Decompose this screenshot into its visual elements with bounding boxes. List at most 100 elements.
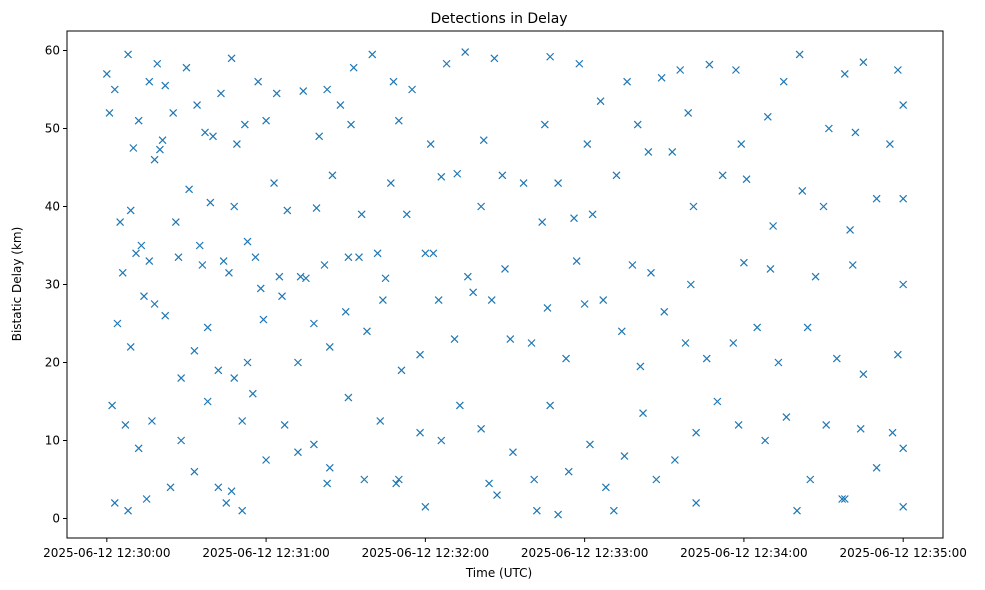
data-point bbox=[793, 506, 801, 515]
data-point bbox=[742, 175, 751, 184]
y-tick-label: 30 bbox=[45, 278, 60, 292]
data-point bbox=[389, 77, 398, 86]
data-point bbox=[140, 292, 148, 301]
data-point bbox=[195, 241, 204, 250]
data-point bbox=[461, 48, 470, 56]
data-point bbox=[134, 444, 143, 453]
data-point bbox=[437, 436, 446, 445]
data-point bbox=[899, 280, 908, 289]
data-point bbox=[126, 206, 135, 215]
data-point bbox=[583, 140, 592, 149]
data-point bbox=[570, 214, 578, 223]
data-point bbox=[498, 171, 507, 180]
data-point bbox=[238, 417, 247, 425]
data-point bbox=[453, 169, 462, 178]
data-point bbox=[599, 296, 608, 305]
data-point bbox=[657, 73, 666, 82]
data-point bbox=[612, 171, 621, 180]
data-point bbox=[105, 108, 114, 117]
data-point bbox=[455, 401, 464, 410]
data-point bbox=[394, 116, 403, 125]
data-point bbox=[299, 87, 308, 95]
data-point bbox=[554, 179, 563, 188]
data-point bbox=[227, 487, 236, 496]
data-point bbox=[134, 116, 143, 125]
data-point bbox=[376, 417, 385, 425]
data-point bbox=[230, 374, 239, 383]
data-point bbox=[490, 54, 499, 63]
data-point bbox=[301, 274, 310, 283]
data-point bbox=[893, 66, 902, 74]
data-point bbox=[240, 120, 249, 129]
data-point bbox=[705, 60, 714, 69]
data-point bbox=[161, 311, 170, 320]
data-point bbox=[442, 59, 451, 68]
data-point bbox=[647, 268, 655, 277]
data-point bbox=[174, 253, 183, 262]
data-point bbox=[161, 81, 170, 90]
data-point bbox=[243, 237, 252, 246]
data-point bbox=[129, 144, 138, 152]
data-point bbox=[803, 323, 812, 332]
data-point bbox=[158, 136, 167, 145]
data-point bbox=[408, 85, 417, 94]
data-point bbox=[166, 483, 175, 492]
data-point bbox=[628, 261, 637, 269]
y-tick-label: 50 bbox=[45, 122, 60, 136]
data-point bbox=[357, 210, 366, 219]
data-point bbox=[426, 140, 435, 149]
data-point bbox=[386, 179, 395, 188]
data-point bbox=[262, 456, 271, 464]
data-point bbox=[315, 132, 324, 141]
data-point bbox=[169, 108, 178, 117]
data-point bbox=[118, 268, 127, 277]
data-point bbox=[530, 475, 539, 484]
data-point bbox=[761, 436, 770, 445]
data-point bbox=[806, 475, 815, 484]
data-point bbox=[272, 89, 281, 98]
data-point bbox=[601, 483, 610, 492]
data-point bbox=[479, 136, 488, 145]
data-point bbox=[660, 307, 669, 316]
data-point bbox=[142, 495, 151, 503]
data-point bbox=[538, 218, 547, 227]
data-point bbox=[110, 498, 119, 507]
data-point bbox=[856, 424, 865, 433]
data-point bbox=[692, 498, 701, 507]
data-point bbox=[222, 498, 231, 507]
data-point bbox=[394, 475, 403, 484]
data-point bbox=[840, 495, 849, 503]
data-point bbox=[323, 479, 332, 488]
data-point bbox=[572, 257, 581, 266]
data-point bbox=[493, 491, 501, 500]
data-point bbox=[217, 89, 225, 98]
data-point bbox=[681, 339, 690, 347]
data-point bbox=[328, 171, 337, 180]
data-point bbox=[739, 258, 748, 267]
data-point bbox=[294, 448, 302, 457]
data-point bbox=[469, 288, 478, 297]
data-point bbox=[636, 362, 645, 371]
data-point bbox=[620, 452, 629, 461]
data-point bbox=[397, 366, 406, 375]
data-point bbox=[782, 413, 791, 422]
y-tick-label: 10 bbox=[45, 434, 60, 448]
data-point bbox=[341, 307, 350, 316]
data-point bbox=[209, 132, 217, 141]
data-point bbox=[344, 393, 353, 402]
data-point bbox=[153, 59, 162, 68]
data-point bbox=[851, 128, 860, 137]
data-point bbox=[822, 420, 831, 429]
data-point bbox=[859, 58, 868, 67]
data-point bbox=[251, 253, 260, 262]
data-point bbox=[110, 85, 119, 94]
data-point bbox=[402, 210, 411, 219]
data-point bbox=[190, 467, 199, 476]
data-point bbox=[248, 389, 257, 398]
data-point bbox=[347, 120, 355, 129]
data-point bbox=[145, 257, 154, 266]
data-point bbox=[309, 319, 318, 328]
data-point bbox=[214, 483, 223, 492]
data-point bbox=[689, 202, 698, 211]
x-tick-label: 2025-06-12 12:30:00 bbox=[43, 546, 170, 560]
